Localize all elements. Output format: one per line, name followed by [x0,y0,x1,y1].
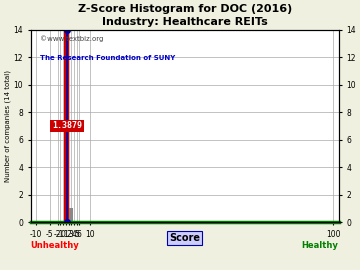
Text: Unhealthy: Unhealthy [31,241,80,250]
Text: The Research Foundation of SUNY: The Research Foundation of SUNY [40,55,175,60]
Bar [64,29,68,222]
Text: Healthy: Healthy [302,241,338,250]
Text: 1.3879: 1.3879 [52,121,82,130]
Bar [68,208,73,222]
Text: Score: Score [169,233,200,243]
Text: ©www.textbiz.org: ©www.textbiz.org [40,35,103,42]
Y-axis label: Number of companies (14 total): Number of companies (14 total) [4,70,11,182]
Title: Z-Score Histogram for DOC (2016)
Industry: Healthcare REITs: Z-Score Histogram for DOC (2016) Industr… [77,4,292,27]
